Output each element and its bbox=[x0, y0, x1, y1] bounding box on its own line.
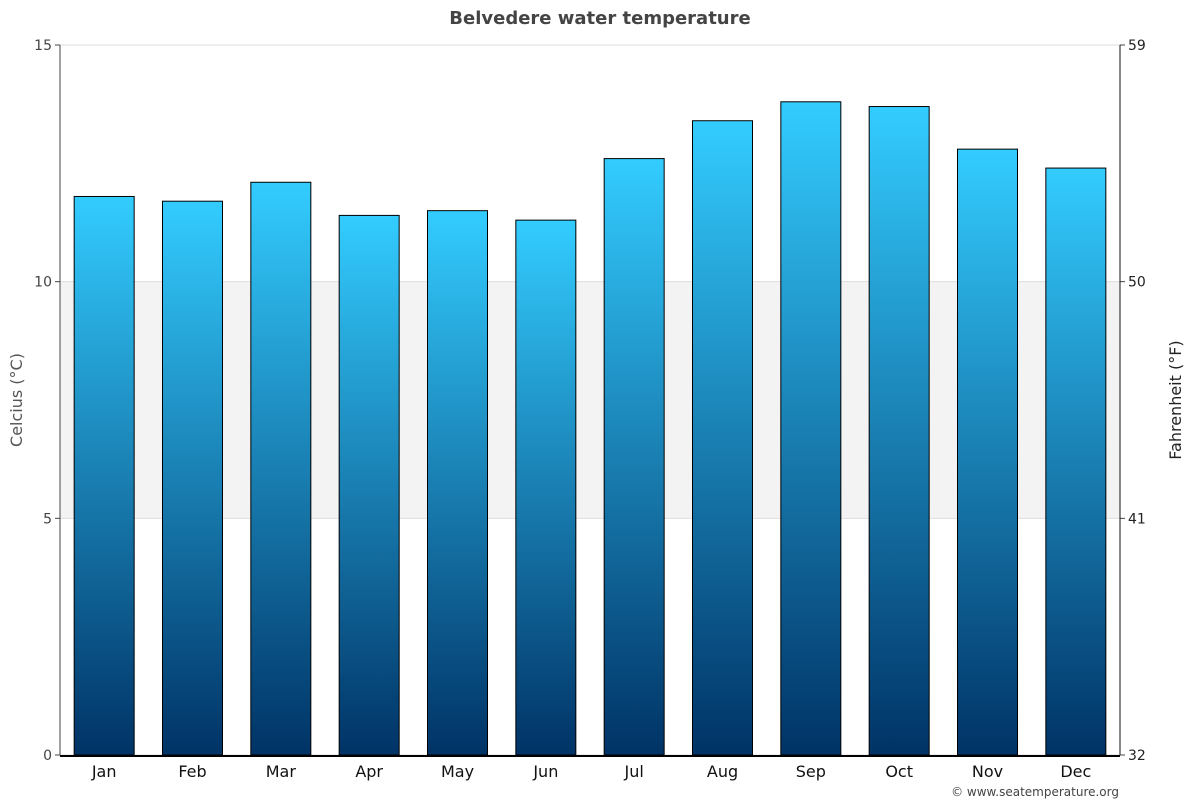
y-tick-label: 15 bbox=[34, 38, 52, 54]
bar-oct bbox=[868, 106, 930, 756]
bar-mar bbox=[250, 181, 312, 756]
x-tick-label: Feb bbox=[178, 762, 206, 781]
bar-nov bbox=[957, 148, 1018, 756]
bar-may bbox=[427, 210, 488, 756]
y-tick-label: 5 bbox=[43, 511, 52, 527]
x-tick-label: Jan bbox=[91, 762, 117, 781]
bar-aug bbox=[692, 120, 753, 756]
bar-dec bbox=[1045, 167, 1107, 756]
credit: © www.seatemperature.org bbox=[951, 785, 1119, 799]
bar-sep bbox=[780, 101, 842, 756]
y2-tick-label: 59 bbox=[1128, 38, 1146, 54]
y-tick-label: 0 bbox=[43, 748, 52, 764]
bar-feb bbox=[162, 200, 223, 756]
y-tick-label: 10 bbox=[34, 275, 52, 291]
shaded-band bbox=[60, 281, 1120, 519]
y-axis-label: Celcius (°C) bbox=[7, 353, 26, 447]
x-tick-label: Jun bbox=[532, 762, 558, 781]
chart-title: Belvedere water temperature bbox=[449, 8, 750, 29]
x-tick-label: May bbox=[441, 762, 474, 781]
bar-jul bbox=[603, 158, 665, 756]
y2-tick-label: 32 bbox=[1128, 748, 1146, 764]
y2-axis-label: Fahrenheit (°F) bbox=[1166, 340, 1185, 459]
x-tick-label: Aug bbox=[707, 762, 738, 781]
x-tick-label: Dec bbox=[1060, 762, 1091, 781]
x-tick-label: Sep bbox=[796, 762, 826, 781]
x-tick-label: Apr bbox=[355, 762, 383, 781]
y2-tick-label: 41 bbox=[1128, 511, 1146, 527]
y2-tick-label: 50 bbox=[1128, 275, 1146, 291]
bar-apr bbox=[338, 214, 400, 756]
x-tick-label: Jul bbox=[624, 762, 644, 781]
bar-jan bbox=[73, 195, 135, 756]
x-tick-label: Mar bbox=[266, 762, 297, 781]
x-tick-label: Oct bbox=[885, 762, 913, 781]
bar-jun bbox=[515, 219, 577, 756]
x-tick-label: Nov bbox=[972, 762, 1003, 781]
